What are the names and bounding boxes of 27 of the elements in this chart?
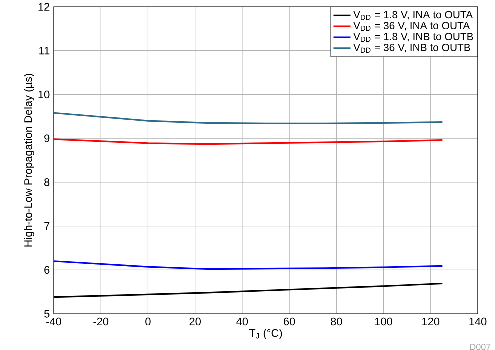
x-tick-label: 20 [190,318,201,326]
x-tick-label: -40 [46,318,62,326]
y-tick-label: 6 [44,266,50,274]
y-tick-label: 12 [38,3,50,11]
x-axis-title: T$_{J}$ (°C) [249,329,282,340]
x-tick-label: 40 [236,318,248,326]
line-series [53,260,444,270]
line-series [53,112,444,124]
legend-label: V$_{DD}$ = 1.8 V, INA to OUTA [354,11,474,20]
x-tick-label: 80 [331,318,342,326]
x-tick-label: 0 [146,318,151,326]
y-tick-label: 8 [44,178,50,186]
legend-label: V$_{DD}$ = 1.8 V, INB to OUTB [354,33,474,42]
text: D007 [470,344,491,350]
x-tick-label: 60 [284,318,296,326]
legend-label: V$_{DD}$ = 36 V, INB to OUTB [354,44,470,53]
x-tick-label: 100 [375,318,392,326]
y-tick-label: 7 [44,222,50,230]
y-tick-label: 9 [44,134,50,142]
y-axis-title: High-to-Low Propagation Delay (µs) [24,74,34,247]
x-tick-label: 120 [422,318,440,326]
y-tick-label: 10 [38,90,50,99]
x-tick-label: 140 [470,318,487,326]
y-tick-label: 11 [40,47,50,55]
x-tick-label: -20 [94,318,109,326]
y-tick-label: 5 [44,310,50,318]
legend-label: V$_{DD}$ = 36 V, INA to OUTA [354,22,470,32]
